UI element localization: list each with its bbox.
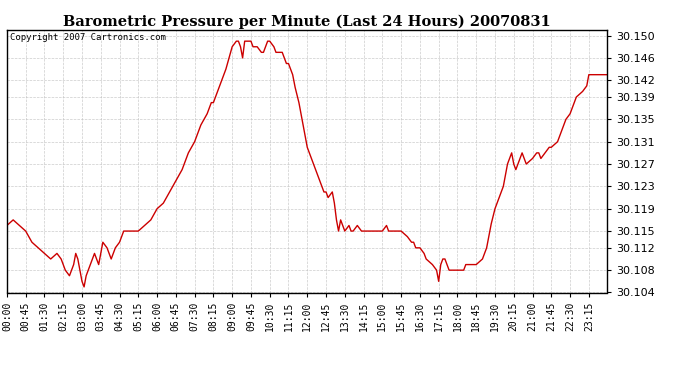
Title: Barometric Pressure per Minute (Last 24 Hours) 20070831: Barometric Pressure per Minute (Last 24 … — [63, 15, 551, 29]
Text: Copyright 2007 Cartronics.com: Copyright 2007 Cartronics.com — [10, 33, 166, 42]
